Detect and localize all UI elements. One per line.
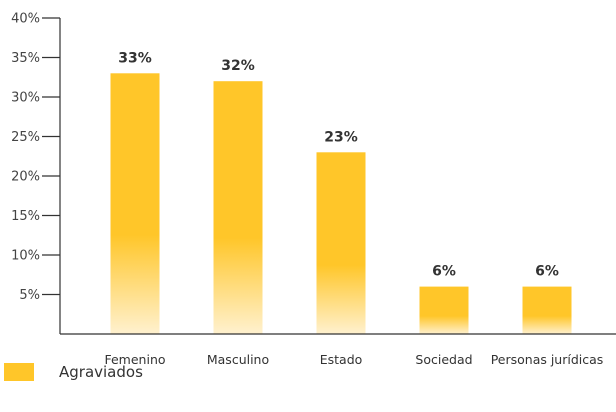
y-axis: 5% 10% 15% 20% 25% 30% 35% 40% bbox=[11, 12, 60, 303]
data-label: 23% bbox=[324, 129, 358, 145]
bar bbox=[110, 73, 160, 335]
category-label: Personas jurídicas bbox=[491, 352, 604, 367]
y-tick-label: 25% bbox=[11, 130, 40, 145]
data-label: 6% bbox=[535, 264, 559, 280]
y-tick-label: 10% bbox=[11, 249, 40, 264]
y-tick-label: 40% bbox=[11, 12, 40, 27]
category-label: Femenino bbox=[104, 352, 165, 367]
bar bbox=[419, 286, 469, 334]
y-tick-label: 30% bbox=[11, 91, 40, 106]
y-tick-label: 35% bbox=[11, 51, 40, 66]
category-label: Masculino bbox=[207, 352, 269, 367]
category-label: Sociedad bbox=[415, 352, 472, 367]
y-tick-label: 5% bbox=[19, 288, 40, 303]
data-label: 6% bbox=[432, 264, 456, 280]
legend-label: Agraviados bbox=[59, 363, 143, 381]
bar bbox=[316, 152, 366, 334]
data-label: 33% bbox=[118, 50, 152, 66]
data-labels: 33% 32% 23% 6% 6% bbox=[118, 50, 559, 279]
data-label: 32% bbox=[221, 58, 255, 74]
bar bbox=[522, 286, 572, 334]
bars bbox=[110, 73, 572, 335]
y-tick-label: 20% bbox=[11, 170, 40, 185]
category-label: Estado bbox=[320, 352, 363, 367]
x-axis-labels: Femenino Masculino Estado Sociedad Personas … bbox=[104, 352, 603, 367]
legend: Agraviados bbox=[4, 363, 143, 381]
bar bbox=[213, 81, 263, 334]
legend-swatch bbox=[4, 363, 34, 381]
y-tick-label: 15% bbox=[11, 209, 40, 224]
